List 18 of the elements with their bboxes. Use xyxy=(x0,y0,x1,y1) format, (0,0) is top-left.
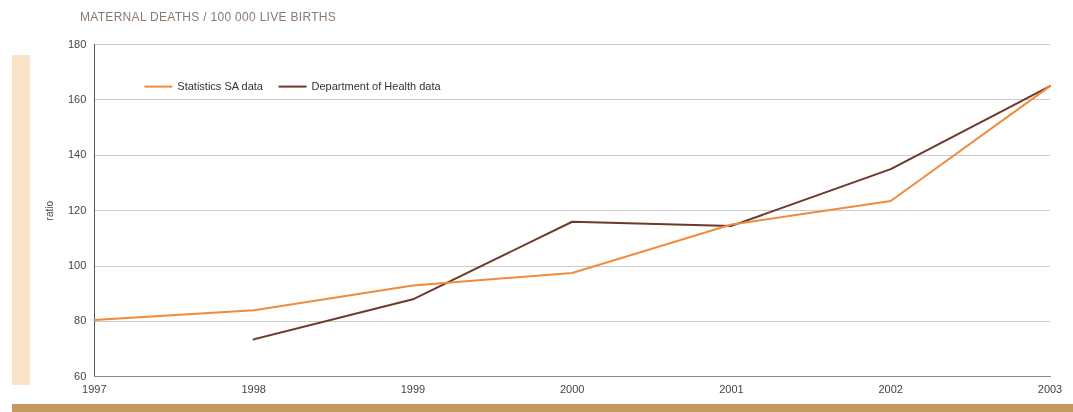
y-tick-label: 140 xyxy=(67,148,87,161)
y-tick-label: 80 xyxy=(74,314,87,327)
y-tick-label: 160 xyxy=(67,93,87,105)
y-tick-label: 100 xyxy=(67,259,87,272)
y-tick-label: 60 xyxy=(74,369,87,382)
x-tick-label: 2002 xyxy=(878,383,903,396)
legend-label: Statistics SA data xyxy=(177,79,264,92)
x-tick-label: 2003 xyxy=(1037,383,1063,396)
y-axis-title: ratio xyxy=(43,200,55,221)
y-tick-label: 180 xyxy=(67,37,87,50)
x-tick-label: 1998 xyxy=(241,383,266,396)
chart-title: MATERNAL DEATHS / 100 000 LIVE BIRTHS xyxy=(80,10,337,24)
x-tick-label: 2000 xyxy=(559,383,585,396)
x-tick-label: 2001 xyxy=(719,383,744,396)
x-tick-label: 1999 xyxy=(400,383,426,396)
y-tick-label: 120 xyxy=(67,203,87,216)
x-tick-label: 1997 xyxy=(82,383,107,396)
legend-label: Department of Health data xyxy=(311,79,442,92)
